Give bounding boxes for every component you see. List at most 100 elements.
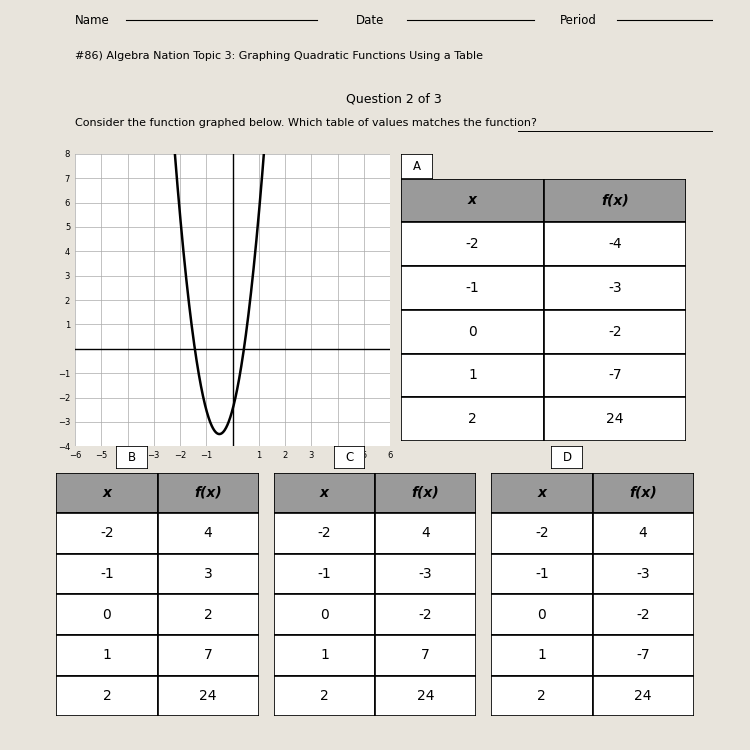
Bar [544, 178, 686, 222]
Bar [375, 676, 476, 716]
Text: 4: 4 [422, 526, 430, 541]
Bar [491, 513, 592, 554]
Text: -2: -2 [419, 608, 433, 622]
Bar [401, 398, 544, 441]
Text: -1: -1 [317, 567, 332, 581]
Bar [375, 594, 476, 635]
Text: 0: 0 [103, 608, 111, 622]
Bar [274, 635, 375, 676]
Text: -4: -4 [608, 237, 622, 251]
Text: 3: 3 [204, 567, 212, 581]
Bar [544, 222, 686, 266]
Text: 24: 24 [606, 413, 624, 426]
Text: 7: 7 [422, 648, 430, 662]
Text: C: C [345, 451, 354, 464]
Text: -1: -1 [535, 567, 549, 581]
Text: Question 2 of 3: Question 2 of 3 [346, 92, 442, 105]
Bar [401, 266, 544, 310]
Text: Name: Name [75, 13, 109, 27]
Bar [401, 353, 544, 398]
Bar [56, 635, 158, 676]
Bar [158, 554, 259, 594]
Bar [56, 513, 158, 554]
Text: 0: 0 [538, 608, 546, 622]
Text: A: A [413, 160, 421, 172]
Text: 1: 1 [320, 648, 328, 662]
Text: 2: 2 [103, 689, 111, 703]
Text: 4: 4 [204, 526, 212, 541]
Bar [158, 676, 259, 716]
Text: -1: -1 [466, 281, 479, 295]
Text: Date: Date [356, 13, 384, 27]
Text: #86) Algebra Nation Topic 3: Graphing Quadratic Functions Using a Table: #86) Algebra Nation Topic 3: Graphing Qu… [75, 51, 483, 61]
Text: 1: 1 [538, 648, 546, 662]
Text: f(x): f(x) [629, 486, 657, 500]
Text: D: D [562, 451, 572, 464]
Bar [375, 554, 476, 594]
Bar [401, 222, 544, 266]
Bar [491, 554, 592, 594]
Text: 0: 0 [320, 608, 328, 622]
Bar [56, 554, 158, 594]
Text: f(x): f(x) [412, 486, 440, 500]
Bar [274, 676, 375, 716]
Text: 24: 24 [417, 689, 434, 703]
Bar [491, 594, 592, 635]
Text: 1: 1 [468, 368, 477, 382]
Text: x: x [537, 486, 546, 500]
Text: -3: -3 [636, 567, 650, 581]
Text: -2: -2 [535, 526, 549, 541]
Bar [375, 472, 476, 513]
Bar [158, 513, 259, 554]
Text: -7: -7 [636, 648, 650, 662]
Text: 24: 24 [200, 689, 217, 703]
Text: x: x [468, 194, 477, 208]
Bar [544, 266, 686, 310]
Text: 2: 2 [320, 689, 328, 703]
Bar [274, 594, 375, 635]
Text: 1: 1 [103, 648, 111, 662]
Bar [158, 594, 259, 635]
Bar [56, 676, 158, 716]
Bar [544, 398, 686, 441]
Bar [592, 594, 694, 635]
Bar [592, 635, 694, 676]
Text: 2: 2 [204, 608, 212, 622]
Bar [592, 513, 694, 554]
Text: B: B [128, 451, 136, 464]
Bar [491, 472, 592, 513]
Text: 0: 0 [468, 325, 477, 339]
Bar [56, 472, 158, 513]
Text: -1: -1 [100, 567, 114, 581]
Bar [592, 554, 694, 594]
Bar [592, 676, 694, 716]
Bar [274, 472, 375, 513]
Bar [401, 310, 544, 353]
Bar [544, 353, 686, 398]
Text: 2: 2 [468, 413, 477, 426]
Bar [158, 635, 259, 676]
Bar [274, 554, 375, 594]
Text: x: x [102, 486, 111, 500]
Bar [491, 635, 592, 676]
Text: 24: 24 [634, 689, 652, 703]
Bar [56, 594, 158, 635]
Text: 4: 4 [639, 526, 647, 541]
Text: -7: -7 [608, 368, 622, 382]
Text: x: x [320, 486, 328, 500]
Bar [401, 178, 544, 222]
Text: -3: -3 [419, 567, 433, 581]
Text: 7: 7 [204, 648, 212, 662]
Text: -3: -3 [608, 281, 622, 295]
Bar [158, 472, 259, 513]
Text: 2: 2 [538, 689, 546, 703]
Text: -2: -2 [466, 237, 479, 251]
Text: -2: -2 [608, 325, 622, 339]
Bar [375, 635, 476, 676]
Text: f(x): f(x) [194, 486, 222, 500]
Text: -2: -2 [317, 526, 332, 541]
Text: -2: -2 [100, 526, 114, 541]
Text: -2: -2 [636, 608, 650, 622]
Bar [375, 513, 476, 554]
Bar [544, 310, 686, 353]
